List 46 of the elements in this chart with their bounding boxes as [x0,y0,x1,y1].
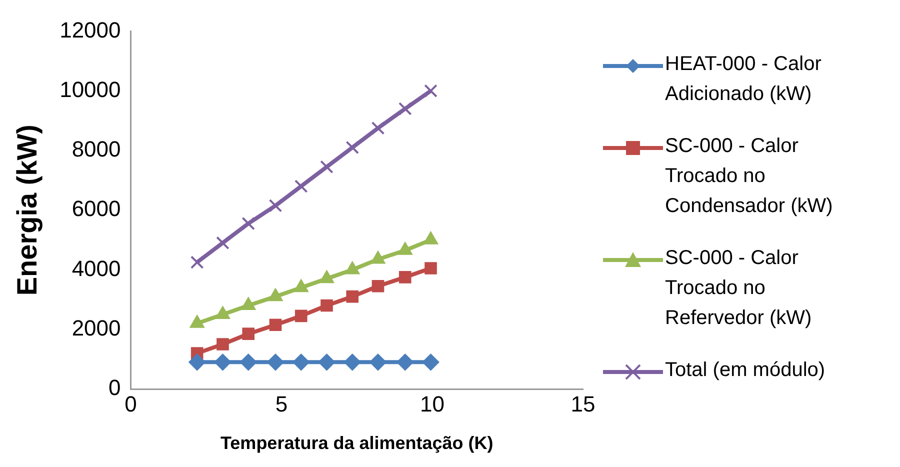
point [269,318,282,332]
y-tick-label: 4000 [72,256,121,281]
y-axis-title: Energia (kW) [12,124,43,296]
point [398,102,412,116]
point [190,256,204,269]
x-tick-label: 10 [420,391,444,416]
point [320,299,333,312]
point [344,354,361,371]
legend-label: SC-000 - Calor Trocado no Condensador (kW) [665,134,834,218]
point [369,354,386,371]
legend-label: HEAT-000 - Calor Adicionado (kW) [665,52,822,106]
y-tick-label: 10000 [60,76,121,102]
point [242,216,256,230]
legend-label: SC-000 - Calor Trocado no Refervedor (kW) [665,246,813,330]
y-tick-label: 12000 [60,17,121,42]
point [216,338,229,350]
point [396,354,414,371]
point [372,280,384,292]
point [346,140,360,154]
y-tick-label: 8000 [72,136,121,162]
point [240,354,257,371]
point [422,354,440,371]
x-tick-label: 15 [570,391,596,416]
point [242,328,255,340]
x-tick-label: 5 [275,391,288,416]
y-tick-label: 2000 [72,315,121,340]
point [216,236,230,250]
point [292,354,310,371]
legend-label: Total (em módulo) [665,358,826,382]
point [424,84,438,98]
point [320,160,334,174]
y-tick-label: 0 [108,375,121,400]
x-axis-title: Temperatura da alimentação (K) [220,433,494,454]
point [294,310,308,322]
x-tick-label: 0 [124,391,137,416]
point [268,198,282,212]
point [266,354,284,371]
point [398,271,412,284]
point [371,121,385,135]
point [294,180,308,193]
y-tick-label: 6000 [72,196,121,222]
point [346,290,359,303]
point [318,354,336,371]
point [424,262,437,274]
point [214,354,232,371]
point [188,354,206,371]
